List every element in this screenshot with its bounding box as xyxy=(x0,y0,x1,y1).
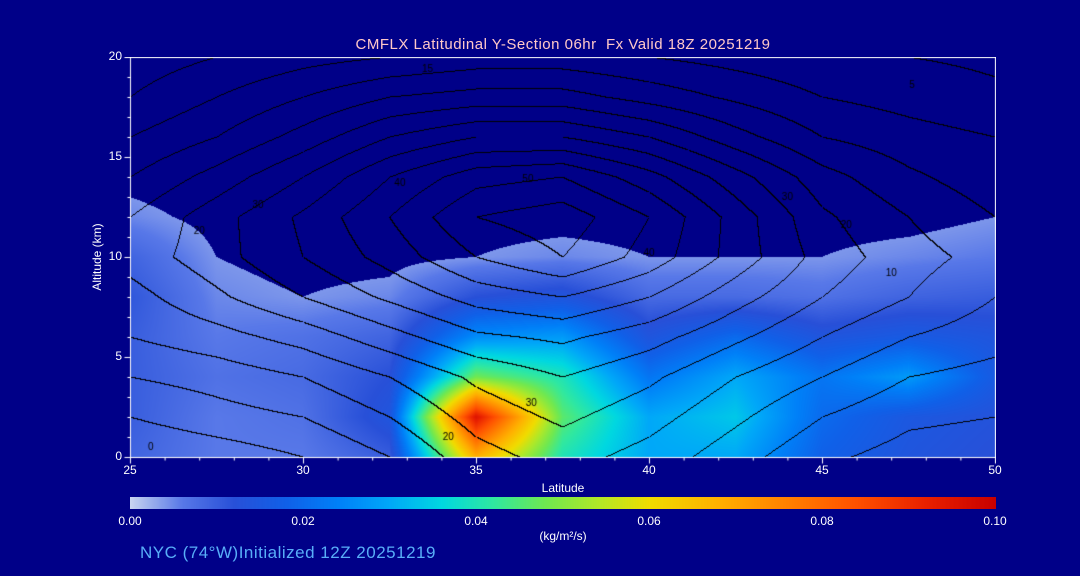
colorbar-tick-label: 0.06 xyxy=(637,514,661,528)
colorbar-tick-label: 0.10 xyxy=(983,514,1007,528)
colorbar-tick-label: 0.02 xyxy=(291,514,315,528)
y-tick-label: 5 xyxy=(115,349,122,363)
y-tick-label: 15 xyxy=(108,149,122,163)
y-axis-title: Altitude (km) xyxy=(90,223,104,291)
colorbar-units-label: (kg/m²/s) xyxy=(539,529,587,543)
colorbar-tick-label: 0.00 xyxy=(118,514,142,528)
y-tick-label: 20 xyxy=(108,49,122,63)
footer-annotation: NYC (74°W)Initialized 12Z 20251219 xyxy=(140,543,436,562)
chart-title: CMFLX Latitudinal Y-Section 06hr Fx Vali… xyxy=(355,36,771,53)
plot-canvas xyxy=(120,57,996,468)
colorbar-tick-label: 0.04 xyxy=(464,514,488,528)
x-axis-title: Latitude xyxy=(541,481,585,495)
y-tick-label: 0 xyxy=(115,449,122,463)
colorbar-canvas xyxy=(130,497,996,509)
colorbar-tick-label: 0.08 xyxy=(810,514,834,528)
